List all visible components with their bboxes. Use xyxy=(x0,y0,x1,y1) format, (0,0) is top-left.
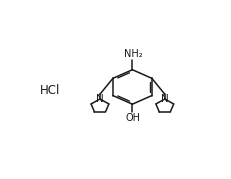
Text: N: N xyxy=(96,94,103,104)
Text: OH: OH xyxy=(125,113,140,123)
Text: N: N xyxy=(160,94,168,104)
Text: NH₂: NH₂ xyxy=(123,49,142,59)
Text: HCl: HCl xyxy=(39,84,60,97)
